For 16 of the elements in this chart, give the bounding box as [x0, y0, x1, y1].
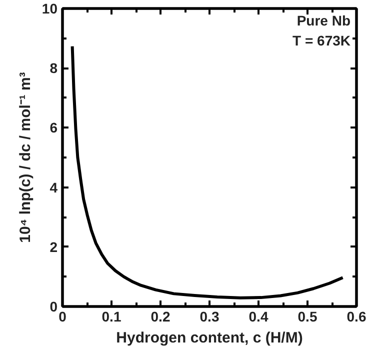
- annotation: Pure Nb: [296, 12, 351, 28]
- x-tick-label: 0.4: [248, 308, 268, 324]
- y-axis-title: 10⁴ lnp(c) / dc / mol⁻¹ m³: [16, 72, 34, 243]
- y-tick-label: 2: [50, 238, 58, 255]
- x-axis-title: Hydrogen content, c (H/M): [116, 330, 303, 346]
- y-tick-label: 8: [50, 60, 58, 76]
- x-tick-label: 0.2: [150, 308, 170, 324]
- x-tick-label: 0.1: [102, 308, 122, 324]
- y-tick-label: 0: [50, 298, 58, 314]
- y-tick-label: 6: [50, 120, 58, 136]
- y-tick-label: 4: [50, 179, 58, 196]
- y-tick-label: 10: [42, 0, 58, 16]
- x-tick-label: 0.5: [298, 308, 318, 324]
- x-tick-label: 0.3: [200, 308, 220, 324]
- annotation: T = 673K: [292, 32, 351, 48]
- x-tick-label: 0.6: [346, 308, 366, 324]
